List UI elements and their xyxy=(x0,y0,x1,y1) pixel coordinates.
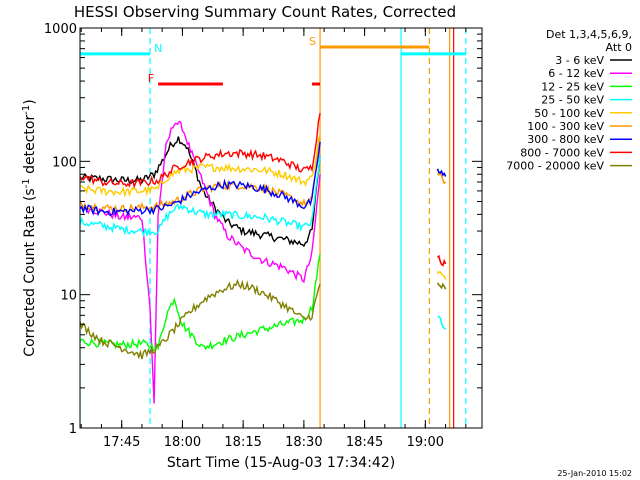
legend-label-7: 800 - 7000 keV xyxy=(520,146,604,159)
series-line-5 xyxy=(80,137,321,214)
series-layer xyxy=(80,112,447,404)
series-line-3 xyxy=(80,155,321,238)
x-tick-label: 18:45 xyxy=(346,435,383,450)
y-axis-label: Corrected Count Rate (s-1 detector-1) xyxy=(21,99,38,356)
series-line-8 xyxy=(80,278,321,360)
x-tick-label: 18:30 xyxy=(285,435,322,450)
series-line-7 xyxy=(80,112,321,189)
legend-label-5: 100 - 300 keV xyxy=(527,120,604,133)
series-line-2 xyxy=(80,254,321,352)
series-line-after-gap-5 xyxy=(436,171,447,185)
plot-frame xyxy=(79,27,483,429)
legend-label-4: 50 - 100 keV xyxy=(534,107,604,120)
flag-label-2: S xyxy=(309,35,316,48)
timestamp: 25-Jan-2010 15:02 xyxy=(557,469,632,478)
chart-title: HESSI Observing Summary Count Rates, Cor… xyxy=(74,3,456,21)
series-line-after-gap-7 xyxy=(436,254,447,267)
legend-header-line2: Att 0 xyxy=(606,41,632,54)
x-axis-label: Start Time (15-Aug-03 17:34:42) xyxy=(167,455,395,471)
series-line-after-gap-6 xyxy=(436,168,447,177)
flag-bars xyxy=(80,45,466,86)
legend-label-8: 7000 - 20000 keV xyxy=(506,160,604,173)
legend-header-line1: Det 1,3,4,5,6,9, xyxy=(546,28,632,41)
legend-label-1: 6 - 12 keV xyxy=(548,67,604,80)
legend-label-2: 12 - 25 keV xyxy=(541,80,604,93)
y-tick-label: 100 xyxy=(52,155,77,170)
flag-label-0: N xyxy=(154,42,162,55)
instrument-state-lines xyxy=(80,28,467,428)
x-tick-label: 18:15 xyxy=(224,435,261,450)
flag-label-1: F xyxy=(148,72,154,85)
x-tick-label: 18:00 xyxy=(164,435,201,450)
x-axis-ticks: 17:45 18:00 18:15 18:30 18:45 19:00 xyxy=(80,28,467,450)
series-line-6 xyxy=(80,141,321,217)
legend-label-3: 25 - 50 keV xyxy=(541,94,604,107)
x-tick-label: 17:45 xyxy=(103,435,140,450)
y-axis-ticks: 1 10 100 1000 xyxy=(44,22,482,437)
y-tick-label: 1000 xyxy=(44,22,77,37)
x-tick-label: 19:00 xyxy=(407,435,444,450)
series-line-4 xyxy=(80,133,321,199)
y-tick-label: 10 xyxy=(60,289,77,304)
series-line-after-gap-3 xyxy=(437,315,447,330)
legend-label-6: 300 - 800 keV xyxy=(527,133,604,146)
y-tick-label: 1 xyxy=(69,422,77,437)
legend-label-0: 3 - 6 keV xyxy=(555,54,604,67)
series-line-after-gap-8 xyxy=(436,282,447,290)
series-line-after-gap-4 xyxy=(436,271,447,280)
series-line-1 xyxy=(80,120,321,404)
